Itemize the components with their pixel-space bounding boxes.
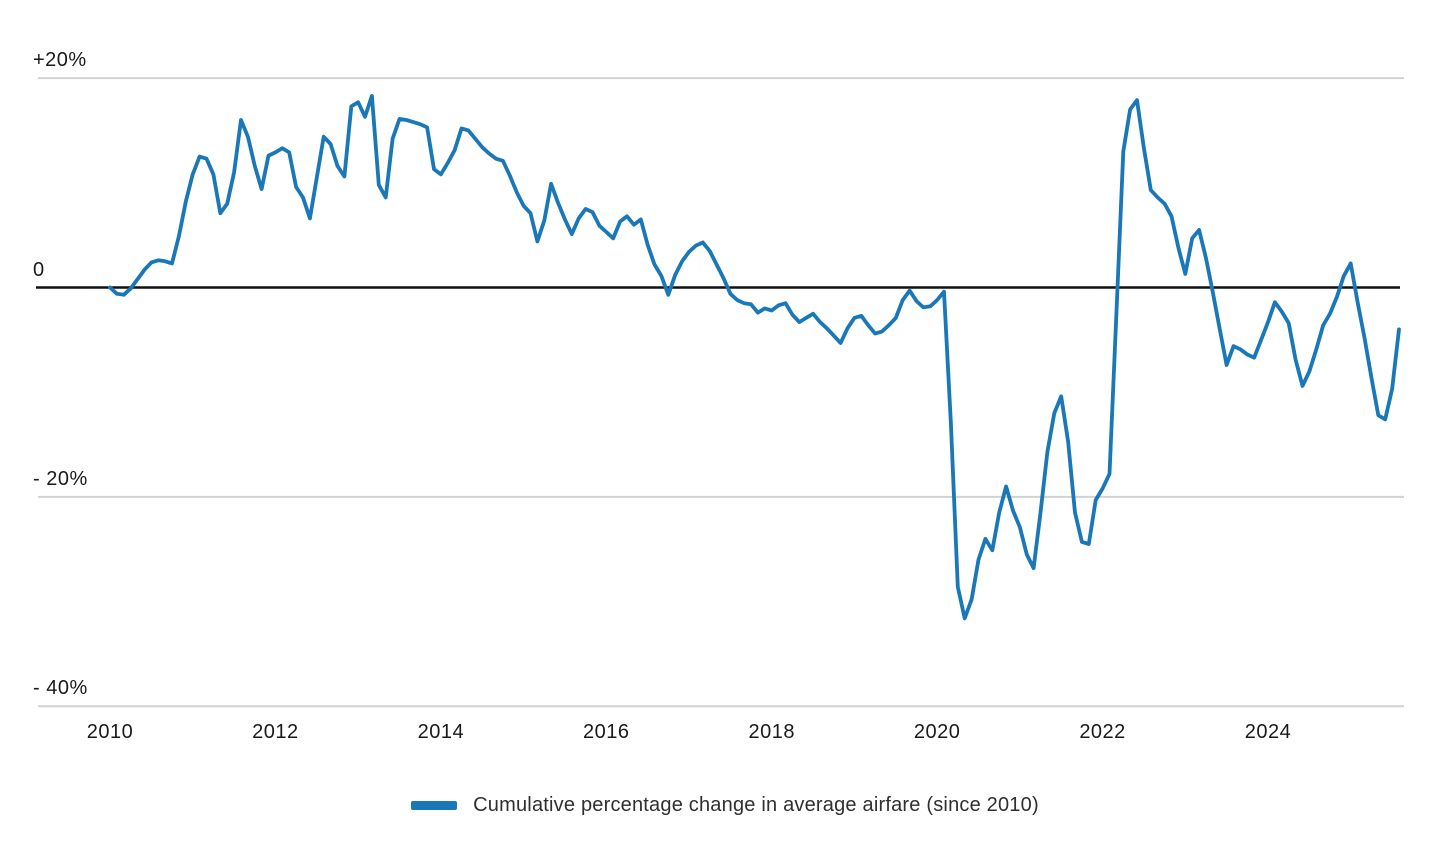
- x-axis-tick-label: 2010: [86, 721, 134, 743]
- x-axis-tick-label: 2020: [913, 721, 961, 743]
- y-axis-tick-label: +20%: [33, 49, 87, 72]
- chart-legend: Cumulative percentage change in average …: [0, 794, 1450, 817]
- x-axis-tick-label: 2012: [252, 721, 299, 743]
- x-axis-tick-label: 2022: [1079, 721, 1126, 743]
- horizontal-gridlines: [36, 77, 1404, 708]
- y-axis-tick-label: - 20%: [33, 467, 88, 490]
- x-axis-tick-label: 2014: [417, 721, 465, 743]
- y-axis-tick-label: - 40%: [33, 677, 88, 700]
- legend-series-label: Cumulative percentage change in average …: [473, 794, 1039, 816]
- x-axis-tick-label: 2016: [583, 721, 630, 743]
- y-axis-tick-label: 0: [33, 258, 45, 281]
- x-axis-tick-label: 2024: [1244, 721, 1292, 743]
- legend-line-swatch: [411, 801, 458, 810]
- x-axis-tick-label: 2018: [748, 721, 795, 743]
- airfare-series-line: [108, 94, 1401, 621]
